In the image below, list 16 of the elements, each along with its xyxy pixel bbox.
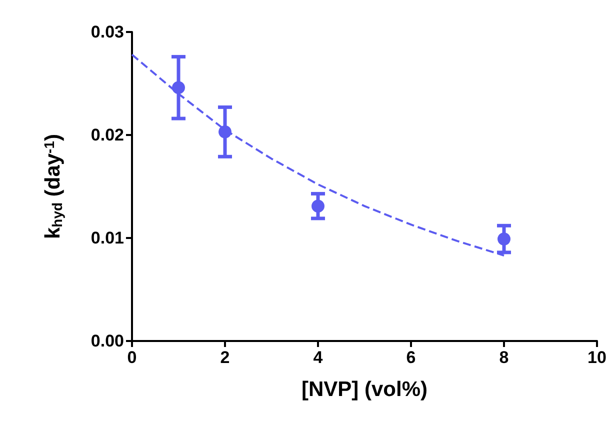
x-axis-title: [NVP] (vol%) [302,378,428,401]
point [312,200,324,213]
x-tick-label: 4 [313,348,324,367]
y-tick-label: 0.03 [90,22,124,42]
point [498,232,510,246]
y-tick-label: 0.01 [90,228,124,248]
point [218,125,232,138]
x-tick-label: 8 [499,348,509,367]
x-tick-label: 10 [588,348,606,367]
point [172,81,185,94]
x-tick-label: 0 [127,348,137,367]
y-tick-label: 0.02 [90,126,124,144]
y-tick-label: 0.00 [90,332,124,350]
x-tick-label: 2 [220,348,230,367]
y-axis-title: khyd (day-1) [41,134,65,240]
x-tick-label: 6 [406,348,416,367]
